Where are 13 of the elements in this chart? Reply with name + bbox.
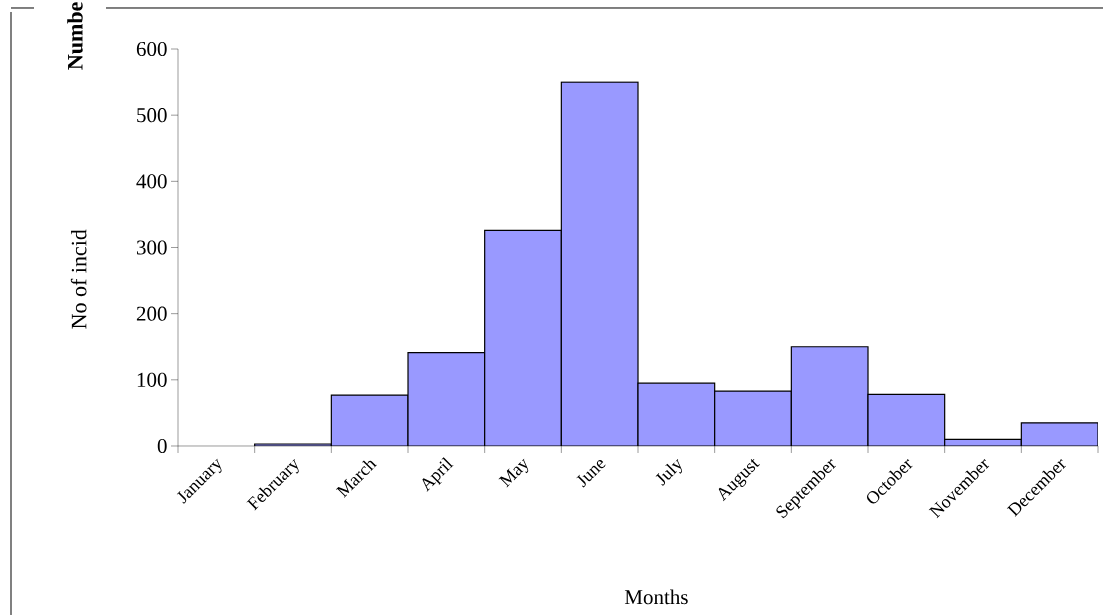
y-tick-label: 500 [137,108,167,123]
chart-title: Numbe [67,2,83,70]
y-tick-label: 300 [136,240,167,255]
x-tick-label: May [498,458,529,488]
y-tick-label: 100 [137,372,167,387]
x-axis-title: Months [624,589,688,605]
x-tick-label: July [655,459,683,486]
y-tick-label: 0 [157,438,167,454]
y-tick-label: 400 [136,174,167,189]
y-tick-label: 600 [136,41,167,57]
y-axis-title: No of incid [70,229,87,329]
x-tick-label: June [576,460,606,488]
y-tick-label: 200 [136,306,167,321]
